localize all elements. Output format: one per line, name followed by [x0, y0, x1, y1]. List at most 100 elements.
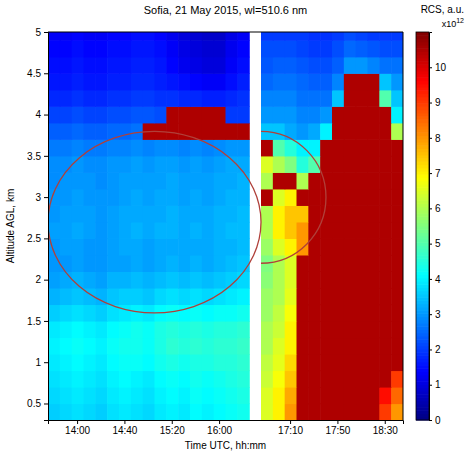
heatmap-cell: [72, 90, 84, 107]
heatmap-cell: [273, 40, 285, 57]
heatmap-cell: [119, 172, 131, 189]
heatmap-cell: [237, 90, 249, 107]
heatmap-cell: [60, 255, 72, 272]
heatmap-cell: [190, 57, 202, 74]
heatmap-cell: [166, 90, 178, 107]
heatmap-cell: [261, 73, 273, 90]
heatmap-cell: [297, 32, 309, 41]
chart: 14:0014:4015:2016:0017:1017:5018:300.511…: [0, 0, 472, 459]
heatmap-cell: [131, 189, 143, 206]
heatmap-cell: [285, 73, 297, 90]
heatmap-cell: [107, 321, 119, 338]
heatmap-cell: [119, 90, 131, 107]
heatmap-cell: [285, 90, 297, 107]
heatmap-cell: [155, 255, 167, 272]
heatmap-cell: [379, 354, 391, 371]
heatmap-cell: [72, 32, 84, 41]
heatmap-cell: [261, 90, 273, 107]
y-tick: 3: [35, 192, 48, 203]
annotation-half-ellipse: [261, 131, 326, 263]
heatmap-cell: [320, 354, 332, 371]
heatmap-cell: [237, 73, 249, 90]
heatmap-cell: [297, 90, 309, 107]
heatmap-cell: [166, 139, 178, 156]
heatmap-cell: [84, 156, 96, 173]
colorbar-tick-mark: [429, 67, 432, 68]
heatmap-cell: [214, 106, 226, 123]
heatmap-cell: [356, 57, 368, 74]
y-tick-label: 5: [35, 27, 41, 38]
colorbar-step: [416, 32, 429, 36]
heatmap-cell: [72, 139, 84, 156]
heatmap-cell: [143, 354, 155, 371]
heatmap-cell: [95, 90, 107, 107]
heatmap-cell: [379, 40, 391, 57]
heatmap-cell: [166, 255, 178, 272]
heatmap-cell: [190, 354, 202, 371]
heatmap-cell: [379, 288, 391, 305]
heatmap-cell: [190, 90, 202, 107]
heatmap-cell: [166, 288, 178, 305]
heatmap-cell: [155, 354, 167, 371]
heatmap-cell: [155, 288, 167, 305]
heatmap-cell: [297, 304, 309, 321]
heatmap-cell: [285, 189, 297, 206]
y-tick-mark: [44, 321, 48, 322]
heatmap-cell: [297, 354, 309, 371]
heatmap-cell: [308, 73, 320, 90]
x-tick-label: 17:10: [278, 425, 303, 436]
heatmap-cell: [131, 304, 143, 321]
heatmap-cell: [95, 222, 107, 239]
heatmap-cell: [178, 271, 190, 288]
heatmap-cell: [273, 321, 285, 338]
heatmap-cell: [190, 40, 202, 57]
heatmap-cell: [48, 172, 60, 189]
heatmap-cell: [356, 354, 368, 371]
x-tick: 18:30: [373, 420, 398, 436]
heatmap-cell: [356, 32, 368, 41]
heatmap-cell: [178, 387, 190, 404]
heatmap-cell: [344, 288, 356, 305]
heatmap-cell: [48, 288, 60, 305]
heatmap-cell: [107, 337, 119, 354]
heatmap-cell: [202, 370, 214, 387]
heatmap-cell: [273, 172, 285, 189]
heatmap-cell: [261, 32, 273, 41]
heatmap-cell: [368, 106, 380, 123]
heatmap-cell: [379, 222, 391, 239]
heatmap-cell: [166, 189, 178, 206]
heatmap-cell: [285, 123, 297, 140]
x-tick: 14:00: [65, 420, 90, 436]
heatmap-cell: [84, 321, 96, 338]
y-tick: 5: [35, 27, 48, 38]
heatmap-cell: [143, 403, 155, 420]
heatmap-cell: [261, 288, 273, 305]
heatmap-cell: [297, 238, 309, 255]
heatmap-cell: [332, 238, 344, 255]
x-tick: 15:20: [160, 420, 185, 436]
heatmap-cell: [320, 271, 332, 288]
heatmap-cell: [72, 370, 84, 387]
heatmap-cell: [332, 403, 344, 420]
heatmap-cell: [131, 354, 143, 371]
heatmap-cell: [308, 222, 320, 239]
x-axis-line: [49, 421, 404, 425]
heatmap-cell: [344, 139, 356, 156]
heatmap-cell: [178, 370, 190, 387]
x-tick-label: 15:20: [160, 425, 185, 436]
heatmap-cell: [332, 172, 344, 189]
heatmap-cell: [202, 172, 214, 189]
x-axis: 14:0014:4015:2016:0017:1017:5018:30: [49, 420, 404, 436]
heatmap-cell: [379, 238, 391, 255]
heatmap-cell: [297, 123, 309, 140]
heatmap-cell: [344, 304, 356, 321]
heatmap-cell: [379, 189, 391, 206]
heatmap-cell: [273, 123, 285, 140]
heatmap-cell: [214, 222, 226, 239]
heatmap-cell: [237, 205, 249, 222]
heatmap-cell: [237, 32, 249, 41]
heatmap-cell: [48, 387, 60, 404]
heatmap-cell: [356, 271, 368, 288]
heatmap-cell: [261, 403, 273, 420]
y-tick-label: 1.5: [27, 316, 41, 327]
